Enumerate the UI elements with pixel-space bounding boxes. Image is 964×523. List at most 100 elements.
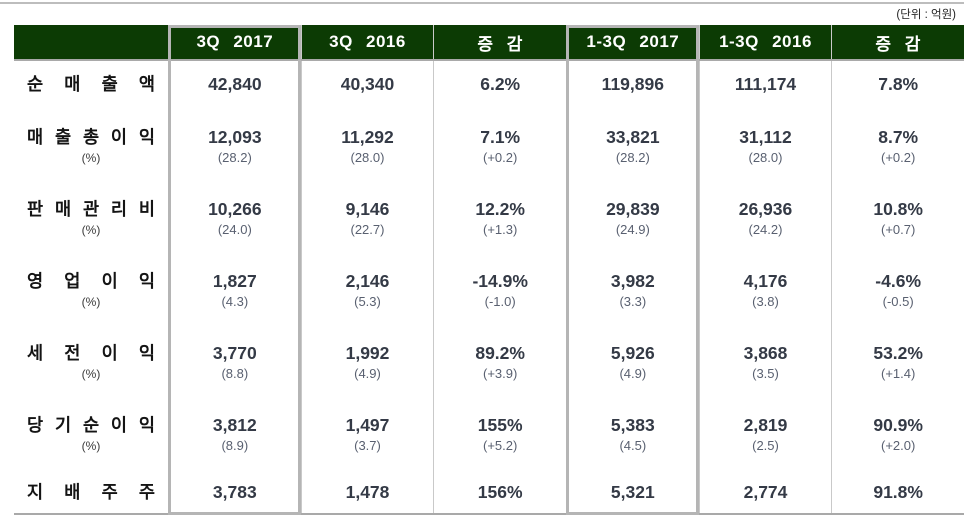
sub-value-text: (+2.0) <box>881 437 916 453</box>
value-text: 42,840 <box>208 74 262 95</box>
row-label-text: 순 매 출 액 <box>27 74 155 95</box>
table-cell: 3,770 (8.8) <box>168 326 301 398</box>
sub-value-text: (4.9) <box>354 365 381 381</box>
table-cell: 33,821 (28.2) <box>566 110 699 182</box>
table-cell: 8.7% (+0.2) <box>831 110 964 182</box>
value-text: -4.6% <box>875 270 922 291</box>
value-text: 31,112 <box>739 126 792 147</box>
sub-value-text: (3.8) <box>752 293 779 309</box>
financial-summary-table: 3Q 2017 3Q 2016 증 감 1-3Q 2017 1-3Q 2016 … <box>14 25 964 515</box>
table-cell: 3,783 <box>168 470 301 515</box>
table-cell: 89.2% (+3.9) <box>433 326 566 398</box>
value-text: 40,340 <box>340 74 395 95</box>
row-label-gross-profit: 매 출 총 이 익 (%) <box>14 110 168 182</box>
table-cell: 2,774 <box>698 470 832 515</box>
value-text: 11,292 <box>341 126 394 147</box>
header-ytd-change: 증 감 <box>831 25 964 59</box>
header-3q2017: 3Q 2017 <box>168 25 301 59</box>
table-cell: 26,936 (24.2) <box>698 182 832 254</box>
header-1-3q2016: 1-3Q 2016 <box>698 25 832 59</box>
sub-value-text: (8.9) <box>221 437 249 453</box>
value-text: 6.2% <box>480 74 521 95</box>
row-label-text: 지 배 주 주 <box>27 482 155 503</box>
sub-value-text: (+0.2) <box>881 149 916 165</box>
table-cell: 3,868 (3.5) <box>698 326 832 398</box>
header-3q2016: 3Q 2016 <box>300 25 434 59</box>
row-label-text: 당 기 순 이 익 <box>27 415 155 436</box>
value-text: 33,821 <box>606 126 660 147</box>
value-text: 3,982 <box>610 270 655 291</box>
table-cell: 3,982 (3.3) <box>566 254 699 326</box>
value-text: 5,926 <box>610 342 655 363</box>
sub-value-text: (+5.2) <box>483 437 518 453</box>
value-text: 1,478 <box>345 482 390 503</box>
value-text: 2,774 <box>743 482 788 503</box>
value-text: 91.8% <box>873 482 923 503</box>
row-sublabel-text: (%) <box>81 222 101 237</box>
row-label-sgna: 판 매 관 리 비 (%) <box>14 182 168 254</box>
sub-value-text: (-0.5) <box>882 293 914 309</box>
sub-value-text: (4.9) <box>619 365 647 381</box>
value-text: 1,497 <box>345 414 390 435</box>
header-empty <box>14 25 168 59</box>
table-cell: 155% (+5.2) <box>433 398 566 470</box>
value-text: 10,266 <box>208 198 262 219</box>
sub-value-text: (3.5) <box>752 365 779 381</box>
sub-value-text: (-1.0) <box>484 293 516 309</box>
table-cell: 1,497 (3.7) <box>300 398 434 470</box>
table-cell: 29,839 (24.9) <box>566 182 699 254</box>
value-text: 1,827 <box>212 270 257 291</box>
value-text: 3,770 <box>212 342 257 363</box>
sub-value-text: (5.3) <box>354 293 381 309</box>
top-divider <box>0 2 964 4</box>
table-cell: 10,266 (24.0) <box>168 182 301 254</box>
sub-value-text: (28.2) <box>615 149 650 165</box>
sub-value-text: (4.5) <box>619 437 647 453</box>
table-cell: 9,146 (22.7) <box>300 182 434 254</box>
table-cell: 91.8% <box>831 470 964 515</box>
table-cell: 40,340 <box>300 59 434 110</box>
sub-value-text: (24.0) <box>217 221 252 237</box>
sub-value-text: (24.2) <box>748 221 783 237</box>
table-cell: 12.2% (+1.3) <box>433 182 566 254</box>
sub-value-text: (+0.7) <box>881 221 916 237</box>
sub-value-text: (24.9) <box>615 221 650 237</box>
table-cell: 11,292 (28.0) <box>300 110 434 182</box>
value-text: 12,093 <box>208 126 262 147</box>
table-cell: 5,926 (4.9) <box>566 326 699 398</box>
value-text: 5,321 <box>610 482 655 503</box>
row-label-text: 세 전 이 익 <box>27 343 155 364</box>
sub-value-text: (8.8) <box>221 365 249 381</box>
table-cell: 1,478 <box>300 470 434 515</box>
table-cell: 7.8% <box>831 59 964 110</box>
sub-value-text: (2.5) <box>752 437 779 453</box>
table-cell: 156% <box>433 470 566 515</box>
value-text: 2,819 <box>743 414 788 435</box>
value-text: 2,146 <box>345 270 390 291</box>
table-cell: 42,840 <box>168 59 301 110</box>
sub-value-text: (+1.3) <box>483 221 518 237</box>
row-label-text: 판 매 관 리 비 <box>27 199 155 220</box>
value-text: 29,839 <box>606 198 660 219</box>
value-text: -14.9% <box>472 270 528 291</box>
table-cell: 119,896 <box>566 59 699 110</box>
row-label-operating-profit: 영 업 이 익 (%) <box>14 254 168 326</box>
sub-value-text: (+3.9) <box>483 365 518 381</box>
value-text: 156% <box>477 482 523 503</box>
table-cell: 7.1% (+0.2) <box>433 110 566 182</box>
value-text: 7.1% <box>480 126 521 147</box>
table-cell: 31,112 (28.0) <box>698 110 832 182</box>
value-text: 26,936 <box>738 198 793 219</box>
value-text: 4,176 <box>743 270 788 291</box>
sub-value-text: (4.3) <box>221 293 249 309</box>
table-cell: 2,819 (2.5) <box>698 398 832 470</box>
value-text: 89.2% <box>475 342 525 363</box>
value-text: 10.8% <box>873 198 923 219</box>
value-text: 155% <box>477 414 523 435</box>
table-cell: -14.9% (-1.0) <box>433 254 566 326</box>
row-sublabel-text: (%) <box>81 294 101 309</box>
value-text: 90.9% <box>873 414 923 435</box>
table-cell: 5,321 <box>566 470 699 515</box>
table-cell: 3,812 (8.9) <box>168 398 301 470</box>
